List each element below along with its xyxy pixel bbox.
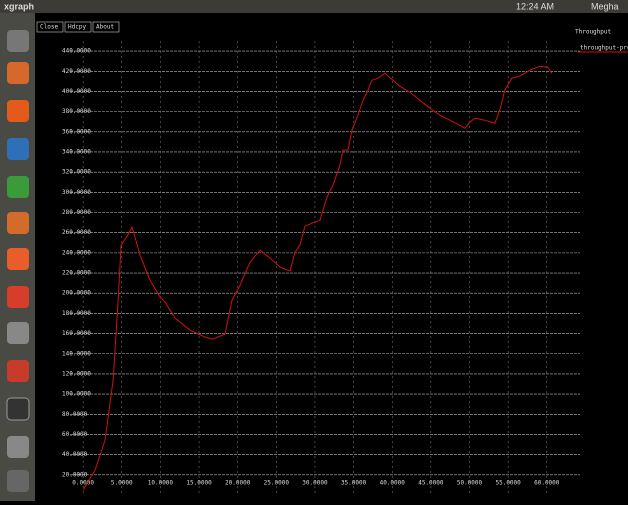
x-tick-label: 60.0000 <box>534 480 560 487</box>
y-tick-label: 20.0000 <box>62 471 88 478</box>
y-tick-label: 420.0000 <box>62 68 91 75</box>
y-tick-label: 300.0000 <box>62 189 91 196</box>
icon-files[interactable] <box>7 62 29 84</box>
button-label[interactable]: Hdcpy <box>68 24 86 31</box>
icon-dash[interactable] <box>7 30 29 52</box>
y-tick-label: 220.0000 <box>62 270 91 277</box>
icon-firefox[interactable] <box>7 100 29 122</box>
chart-title: Throughput <box>575 29 612 36</box>
x-tick-label: 20.0000 <box>225 480 251 487</box>
button-label[interactable]: Close <box>40 24 58 31</box>
legend-label: throughput-pro_v <box>580 45 628 52</box>
y-tick-label: 120.0000 <box>62 370 91 377</box>
icon-trash[interactable] <box>7 470 29 492</box>
clock[interactable]: 12:24 AM <box>516 1 554 11</box>
app-name: xgraph <box>4 1 34 11</box>
y-tick-label: 160.0000 <box>62 330 91 337</box>
x-tick-label: 15.0000 <box>186 480 212 487</box>
y-tick-label: 240.0000 <box>62 249 91 256</box>
icon-settings[interactable] <box>7 360 29 382</box>
x-tick-label: 45.0000 <box>418 480 444 487</box>
y-tick-label: 380.0000 <box>62 108 91 115</box>
icon-software[interactable] <box>7 248 29 270</box>
icon-writer[interactable] <box>7 138 29 160</box>
y-tick-label: 340.0000 <box>62 148 91 155</box>
icon-calc[interactable] <box>7 176 29 198</box>
y-tick-label: 320.0000 <box>62 169 91 176</box>
top-bar: xgraph 12:24 AM Megha <box>0 0 628 13</box>
y-tick-label: 200.0000 <box>62 290 91 297</box>
y-tick-label: 180.0000 <box>62 310 91 317</box>
x-tick-label: 5.0000 <box>111 480 133 487</box>
y-tick-label: 140.0000 <box>62 350 91 357</box>
button[interactable] <box>64 21 92 33</box>
x-tick-label: 55.0000 <box>495 480 521 487</box>
y-tick-label: 260.0000 <box>62 229 91 236</box>
y-tick-label: 100.0000 <box>62 391 91 398</box>
x-tick-label: 10.0000 <box>148 480 174 487</box>
launcher <box>0 13 35 501</box>
icon-unknown[interactable] <box>7 322 29 344</box>
x-tick-label: 0.0000 <box>72 480 94 487</box>
icon-unknown[interactable] <box>7 436 29 458</box>
icon-impress[interactable] <box>7 212 29 234</box>
button-label[interactable]: About <box>96 24 114 31</box>
button[interactable] <box>92 21 120 33</box>
icon-ubuntu-one[interactable] <box>7 286 29 308</box>
x-tick-label: 40.0000 <box>380 480 406 487</box>
y-tick-label: 80.0000 <box>62 411 88 418</box>
x-tick-label: 25.0000 <box>264 480 290 487</box>
x-tick-label: 35.0000 <box>341 480 367 487</box>
panel <box>0 0 628 13</box>
y-tick-label: 400.0000 <box>62 88 91 95</box>
toolbar: Close Hdcpy About <box>36 21 120 33</box>
y-tick-label: 40.0000 <box>62 451 88 458</box>
x-tick-label: 30.0000 <box>302 480 328 487</box>
user-name[interactable]: Megha <box>591 1 619 11</box>
y-tick-label: 440.0000 <box>62 48 91 55</box>
y-tick-label: 60.0000 <box>62 431 88 438</box>
y-tick-label: 280.0000 <box>62 209 91 216</box>
button[interactable] <box>36 21 64 33</box>
data-line <box>82 65 553 491</box>
x-tick-label: 50.0000 <box>457 480 483 487</box>
icon-terminal[interactable] <box>6 397 30 421</box>
y-tick-label: 360.0000 <box>62 128 91 135</box>
